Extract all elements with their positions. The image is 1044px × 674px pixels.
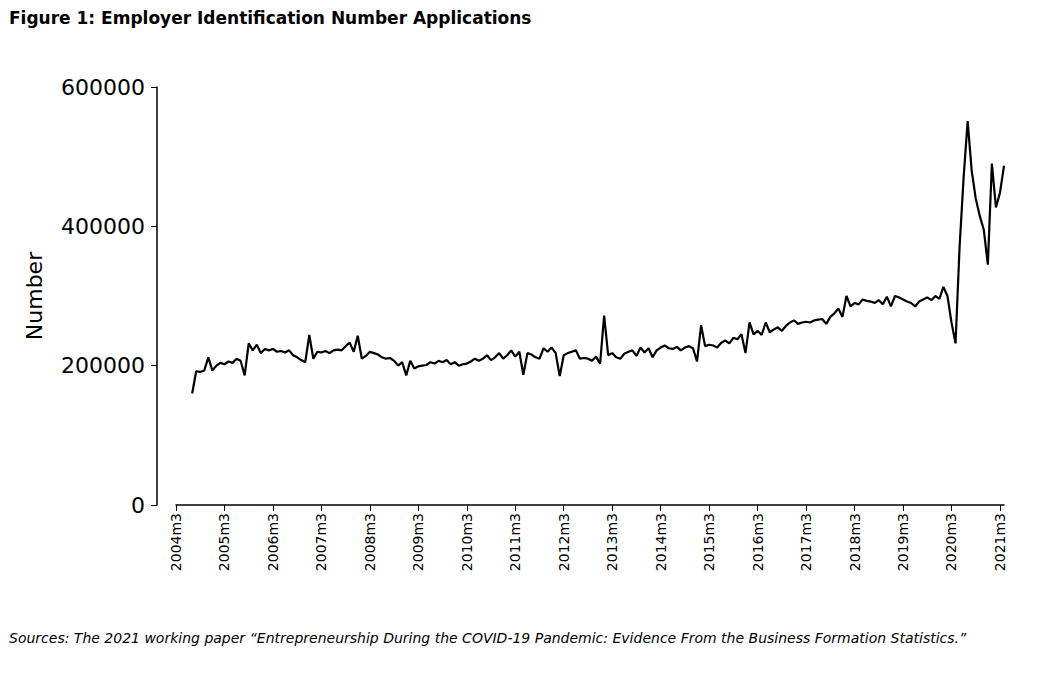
svg-text:2012m3: 2012m3 bbox=[556, 513, 572, 571]
svg-text:2011m3: 2011m3 bbox=[507, 513, 523, 571]
svg-text:2013m3: 2013m3 bbox=[604, 513, 620, 571]
svg-text:2010m3: 2010m3 bbox=[459, 513, 475, 571]
svg-text:2005m3: 2005m3 bbox=[216, 513, 232, 571]
svg-text:Sources: The 2021 working pape: Sources: The 2021 working paper “Entrepr… bbox=[9, 630, 967, 646]
svg-text:2019m3: 2019m3 bbox=[895, 513, 911, 571]
svg-text:2004m3: 2004m3 bbox=[168, 513, 184, 571]
svg-text:2018m3: 2018m3 bbox=[847, 513, 863, 571]
svg-text:Number: Number bbox=[22, 251, 47, 340]
svg-text:2015m3: 2015m3 bbox=[701, 513, 717, 571]
svg-text:2020m3: 2020m3 bbox=[943, 513, 959, 571]
svg-text:2017m3: 2017m3 bbox=[798, 513, 814, 571]
svg-text:2009m3: 2009m3 bbox=[410, 513, 426, 571]
svg-text:600000: 600000 bbox=[61, 75, 145, 100]
svg-text:200000: 200000 bbox=[61, 353, 145, 378]
svg-text:400000: 400000 bbox=[61, 214, 145, 239]
svg-text:2007m3: 2007m3 bbox=[313, 513, 329, 571]
svg-text:Figure 1: Employer Identificat: Figure 1: Employer Identification Number… bbox=[9, 8, 531, 28]
svg-text:2016m3: 2016m3 bbox=[750, 513, 766, 571]
svg-text:2006m3: 2006m3 bbox=[265, 513, 281, 571]
svg-text:2014m3: 2014m3 bbox=[653, 513, 669, 571]
svg-text:2008m3: 2008m3 bbox=[362, 513, 378, 571]
svg-text:0: 0 bbox=[131, 493, 145, 518]
svg-text:2021m3: 2021m3 bbox=[992, 513, 1008, 571]
